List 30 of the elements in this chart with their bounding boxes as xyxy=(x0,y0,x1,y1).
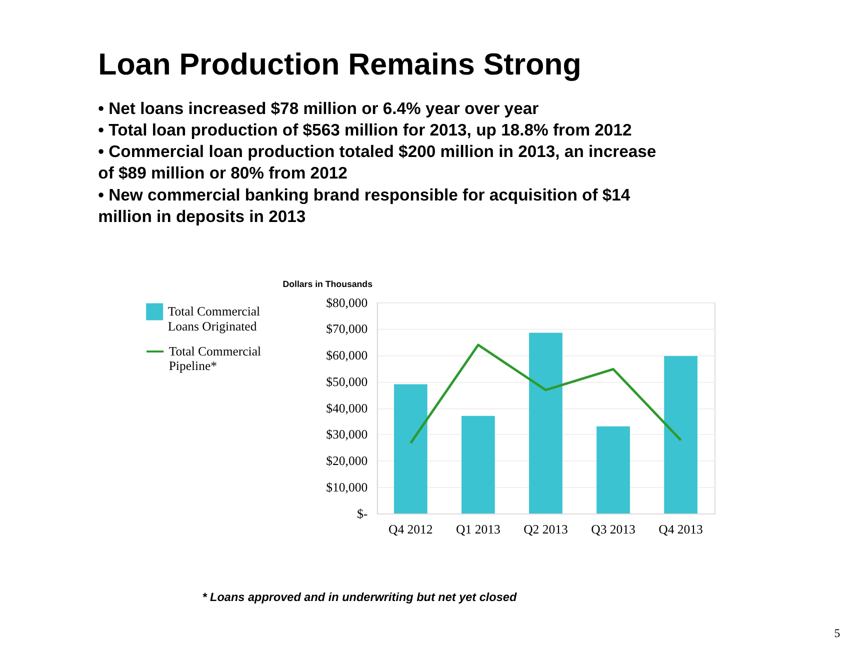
y-tick-label: $50,000 xyxy=(326,374,368,389)
y-axis-title: Dollars in Thousands xyxy=(282,279,373,290)
bar xyxy=(394,384,428,514)
y-tick-label: $80,000 xyxy=(326,296,368,310)
text: • Total loan production of $563 million for 2013, up 18.8% from 2012 xyxy=(98,120,632,140)
y-tick-label: $20,000 xyxy=(326,454,368,468)
x-tick-label: Q1 2013 xyxy=(456,522,500,537)
bar xyxy=(462,416,495,514)
bar xyxy=(529,332,562,514)
text: • Net loans increased $78 million or 6.4% year over year xyxy=(98,98,540,118)
x-tick-label: Q3 2013 xyxy=(591,522,636,537)
x-tick-label: Q4 2013 xyxy=(658,522,703,537)
bar xyxy=(664,356,698,514)
line-series xyxy=(409,344,682,444)
y-tick-label: $30,000 xyxy=(326,428,368,442)
legend-label: Total Commercial Loans Originated xyxy=(168,304,261,334)
bar xyxy=(596,426,630,514)
text: • Commercial loan production totaled $200 million in 2013, an increase of $89 million or 80% from 2012 xyxy=(98,142,656,183)
text: * Loans approved and in underwriting but net yet closed xyxy=(202,590,518,604)
chart-title: Loan Production Remains Strong xyxy=(98,48,582,82)
y-tick-label: $70,000 xyxy=(326,322,368,336)
text: 5 xyxy=(834,627,840,640)
y-tick-label: $60,000 xyxy=(326,348,368,363)
x-tick-label: Q2 2013 xyxy=(524,522,568,537)
legend-label: Total Commercial Pipeline* xyxy=(168,344,262,374)
x-tick-label: Q4 2012 xyxy=(388,522,433,537)
y-tick-label: $- xyxy=(356,506,368,521)
y-tick-label: $10,000 xyxy=(326,480,368,494)
y-tick-label: $40,000 xyxy=(326,401,368,416)
text: • New commercial banking brand responsible for acquisition of $14 million in deposits in 2013 xyxy=(98,185,631,226)
